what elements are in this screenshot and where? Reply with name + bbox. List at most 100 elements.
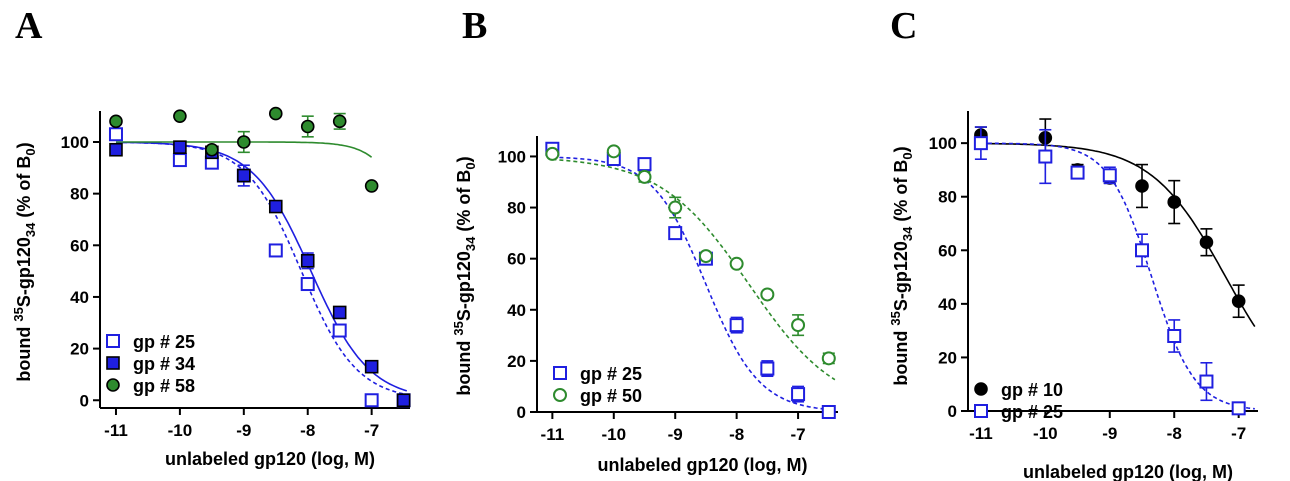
x-tick-label: -7 [364, 421, 379, 440]
x-tick-label: -9 [236, 421, 251, 440]
data-point [332, 305, 347, 320]
data-point [108, 127, 123, 142]
y-axis-title: bound 35S-gp12034 (% of B0) [451, 156, 478, 395]
data-point [1199, 235, 1214, 250]
legend-label: gp # 25 [1001, 402, 1063, 422]
data-point [268, 243, 283, 258]
data-point [545, 146, 560, 161]
y-tick-label: 40 [507, 301, 526, 320]
y-tick-label: 0 [517, 403, 526, 422]
y-tick-label: 80 [70, 185, 89, 204]
panel-letter: C [890, 5, 917, 47]
y-axis-title-part: bound [891, 326, 911, 386]
data-point [973, 136, 988, 151]
x-tick-label: -9 [668, 425, 683, 444]
y-axis-title-part: S-gp120 [454, 251, 474, 321]
data-point [1167, 195, 1182, 209]
data-point [698, 249, 713, 264]
data-point [791, 318, 806, 333]
y-tick-label: 100 [498, 147, 526, 166]
data-point [300, 253, 315, 268]
y-axis-title-part: 34 [23, 222, 38, 237]
data-point [364, 393, 379, 408]
data-point [821, 351, 836, 366]
data-point [606, 144, 621, 159]
data-point [109, 142, 123, 157]
y-axis-title-part: bound [14, 322, 34, 382]
y-tick-label: 20 [507, 352, 526, 371]
y-tick-label: 100 [61, 133, 89, 152]
y-axis-title-part: (% of B [14, 156, 34, 223]
x-tick-label: -10 [601, 425, 626, 444]
data-point [332, 323, 347, 338]
data-point [729, 256, 744, 271]
data-point [173, 109, 187, 123]
panel-a: A 0 20 40 60 80 100 -11 -10 -9 -8 -7 unlabeled gp120… [11, 5, 411, 469]
x-tick-label: -7 [1231, 424, 1246, 443]
legend-label: gp # 34 [133, 354, 195, 374]
y-axis-title-part: (% of B [891, 160, 911, 227]
data-point [205, 142, 219, 157]
x-tick-label: -9 [1102, 424, 1117, 443]
data-point [1199, 374, 1214, 389]
data-point [1167, 329, 1182, 343]
y-axis-title-part: 35 [888, 311, 903, 325]
panel-b: B 0 20 40 60 80 100 -11 -10 -9 -8 -7 unlabeled gp120… [451, 5, 838, 475]
y-tick-label: 0 [948, 402, 957, 421]
fit-curve [116, 141, 407, 396]
y-axis-title: bound 35S-gp12034 (% of B0) [888, 146, 915, 385]
y-tick-label: 40 [938, 295, 957, 314]
y-axis-title-part: ) [454, 156, 474, 162]
y-tick-label: 80 [507, 199, 526, 218]
legend-label: gp # 58 [133, 376, 195, 396]
data-point [1135, 243, 1149, 258]
y-axis-title-part: S-gp120 [891, 241, 911, 311]
fit-curve [116, 141, 408, 392]
y-axis-title-part: bound [454, 336, 474, 396]
data-point [1038, 149, 1053, 164]
x-tick-label: -11 [969, 424, 993, 443]
legend-label: gp # 25 [133, 332, 195, 352]
data-point [760, 361, 775, 376]
data-point [668, 226, 683, 241]
y-tick-label: 60 [507, 250, 526, 269]
y-tick-label: 20 [70, 340, 89, 359]
y-axis-title: bound 35S-gp12034 (% of B0) [11, 142, 38, 381]
fit-curve [552, 156, 835, 411]
x-axis-title: unlabeled gp120 (log, M) [1023, 462, 1233, 481]
y-tick-label: 0 [80, 391, 89, 410]
data-point [173, 140, 187, 154]
data-point [268, 106, 283, 121]
legend-marker [106, 356, 120, 370]
fit-curve [552, 158, 836, 381]
legend-marker [553, 388, 567, 402]
y-tick-label: 20 [938, 348, 957, 367]
y-axis-title-part: (% of B [454, 170, 474, 237]
data-point [237, 168, 251, 183]
data-point [364, 359, 379, 374]
legend-marker [974, 382, 988, 396]
y-tick-label: 60 [70, 236, 89, 255]
y-tick-label: 100 [929, 134, 957, 153]
y-axis-title-part: 34 [463, 236, 478, 251]
data-point [637, 169, 652, 184]
data-point [760, 287, 775, 302]
y-tick-label: 80 [938, 188, 957, 207]
legend-marker [553, 366, 567, 380]
x-tick-label: -8 [300, 421, 315, 440]
fit-curve [980, 142, 1256, 328]
data-point [1070, 165, 1085, 180]
x-tick-label: -11 [541, 425, 565, 444]
data-point [396, 393, 411, 408]
data-point [729, 318, 744, 333]
x-tick-label: -10 [168, 421, 193, 440]
data-point [237, 135, 251, 149]
data-point [1231, 401, 1246, 416]
y-axis-title-part: 35 [451, 321, 466, 335]
data-point [172, 153, 187, 168]
panel-letter: B [462, 5, 487, 47]
legend-marker [106, 334, 120, 348]
data-point [332, 114, 347, 129]
x-tick-label: -11 [104, 421, 128, 440]
data-point [637, 157, 652, 172]
